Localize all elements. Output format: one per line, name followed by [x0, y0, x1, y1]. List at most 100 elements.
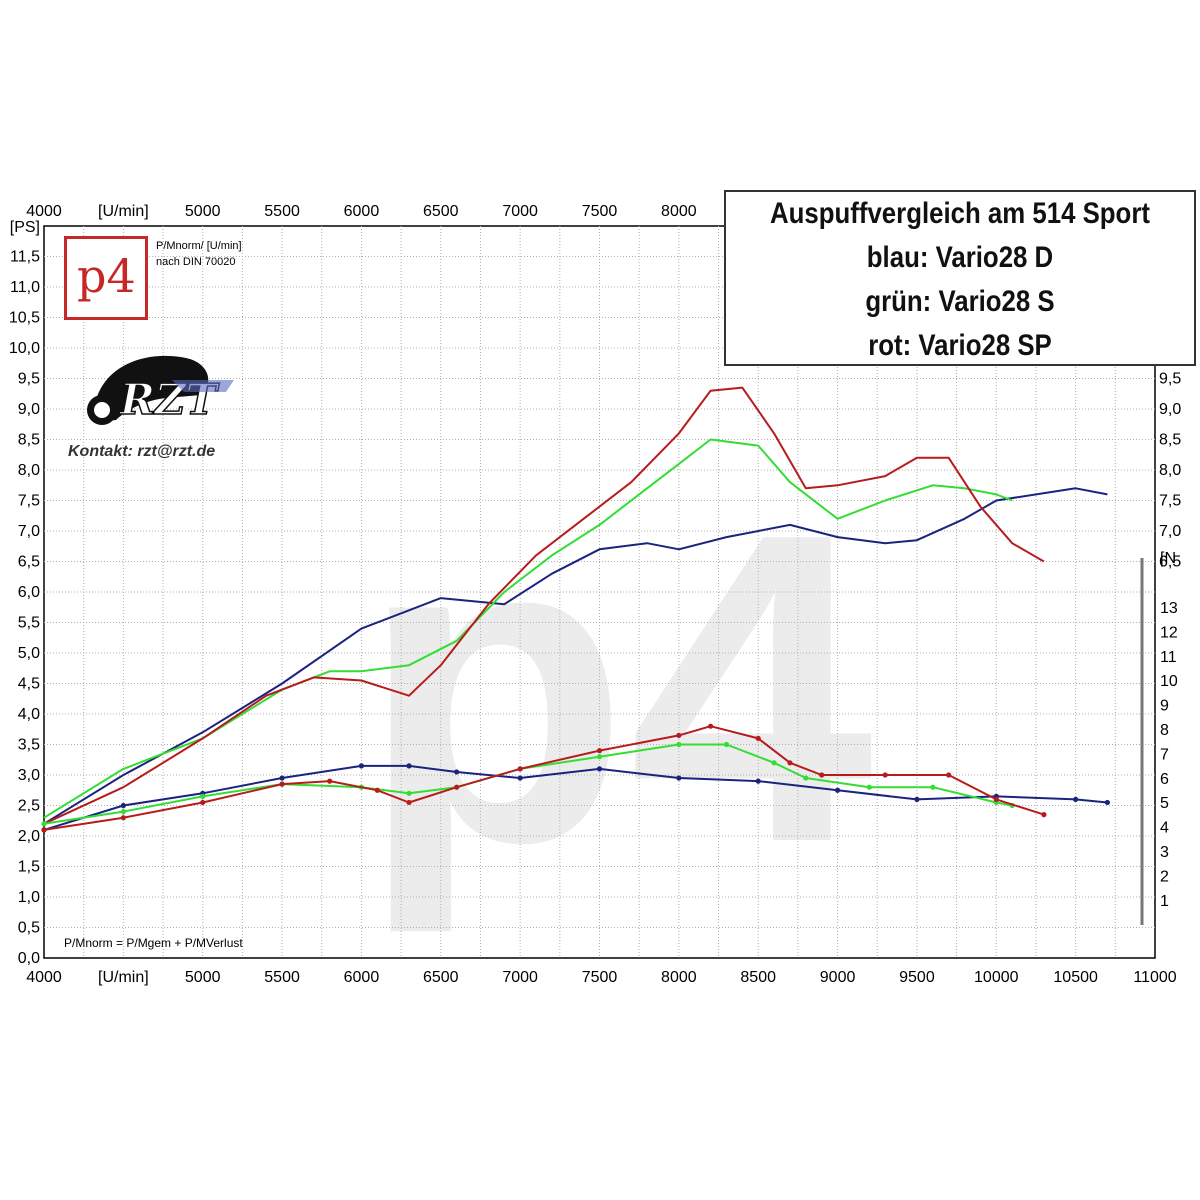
- torque-series-point: [279, 775, 285, 781]
- x-tick-label: 6000: [344, 969, 380, 986]
- right-y-tick-label: 6,5: [1159, 554, 1181, 571]
- torque-series-point: [755, 735, 761, 742]
- title-line-4: rot: Vario28 SP: [868, 329, 1052, 362]
- title-line-2: blau: Vario28 D: [866, 241, 1054, 274]
- norm-line-1: P/Mnorm/ [U/min]: [156, 240, 242, 252]
- y-tick-label: 5,0: [18, 645, 40, 662]
- y-tick-label: 9,0: [18, 401, 40, 418]
- legend-title-box: Auspuffvergleich am 514 Sport blau: Vari…: [724, 190, 1196, 366]
- torque-series-point: [866, 784, 872, 790]
- torque-series-point: [596, 748, 603, 754]
- x-tick-label: 5500: [264, 969, 300, 986]
- title-line-3: grün: Vario28 S: [865, 285, 1055, 318]
- torque-series-point: [41, 821, 47, 827]
- torque-tick-label: 6: [1160, 771, 1169, 788]
- y-tick-label: 6,0: [18, 584, 40, 601]
- torque-series-point: [771, 760, 777, 766]
- torque-series-point: [834, 787, 841, 793]
- torque-series-point: [1104, 799, 1110, 806]
- p4-logo: p4: [64, 236, 148, 320]
- formula-text: P/Mnorm = P/Mgem + P/MVerlust: [64, 936, 243, 950]
- top-x-tick-label: 7500: [582, 203, 618, 220]
- x-tick-label: 7000: [502, 969, 538, 986]
- p4-logo-mark: p4: [77, 249, 136, 303]
- torque-tick-label: 11: [1160, 649, 1177, 666]
- y-tick-label: 3,5: [18, 737, 40, 754]
- torque-series-point: [930, 784, 936, 790]
- right-y-tick-label: 7,5: [1159, 493, 1181, 510]
- x-tick-label: 4000: [26, 969, 62, 986]
- torque-series-point: [406, 799, 412, 806]
- y-tick-label: 10,0: [9, 340, 40, 357]
- y-tick-label: 7,5: [18, 493, 40, 510]
- torque-series-point: [41, 827, 47, 833]
- torque-series-point: [803, 775, 809, 781]
- torque-tick-label: 7: [1160, 746, 1169, 763]
- torque-series-point: [358, 763, 365, 769]
- x-axis-label: [U/min]: [98, 969, 149, 986]
- torque-series-point: [819, 772, 825, 778]
- torque-series-point: [517, 766, 523, 772]
- torque-series-point: [374, 787, 380, 793]
- torque-series-point: [200, 793, 206, 799]
- x-tick-label: 7500: [582, 969, 618, 986]
- x-tick-label: 9500: [899, 969, 935, 986]
- torque-series-point: [882, 772, 888, 778]
- torque-tick-label: 3: [1160, 844, 1169, 861]
- torque-series-point: [517, 775, 523, 781]
- y-tick-label: 3,0: [18, 767, 40, 784]
- torque-series-point: [120, 815, 126, 821]
- top-x-tick-label: 5500: [264, 203, 300, 220]
- y-tick-label: 10,5: [9, 310, 40, 327]
- contact-text: Kontakt: rzt@rzt.de: [68, 443, 216, 460]
- y-tick-label: 1,0: [18, 889, 40, 906]
- x-tick-label: 5000: [185, 969, 221, 986]
- top-x-tick-label: 6500: [423, 203, 459, 220]
- y-tick-label: 2,0: [18, 828, 40, 845]
- torque-series-point: [327, 778, 333, 784]
- torque-series-point: [454, 784, 460, 790]
- top-x-tick-label: 5000: [185, 203, 221, 220]
- y-tick-label: 4,0: [18, 706, 40, 723]
- top-x-tick-label: 7000: [502, 203, 538, 220]
- torque-series-point: [120, 809, 126, 815]
- x-tick-label: 8500: [740, 969, 776, 986]
- torque-series-point: [279, 781, 285, 787]
- top-x-axis-label: [U/min]: [98, 203, 149, 220]
- top-x-tick-label: 6000: [344, 203, 380, 220]
- torque-series-point: [787, 760, 793, 766]
- torque-series-point: [946, 772, 952, 778]
- x-tick-label: 10000: [974, 969, 1019, 986]
- chart-labels: 4000 5000 5500 6000 6500 7000 7500 8000 8500 9000…: [9, 203, 1181, 986]
- svg-text:RZT: RZT: [119, 375, 220, 424]
- torque-series-point: [1073, 796, 1079, 803]
- power-series-line: [43, 386, 1045, 825]
- torque-series-point: [676, 732, 682, 738]
- power-series-line: [43, 487, 1108, 825]
- torque-tick-label: 1: [1160, 893, 1169, 910]
- y-axis-label: [PS]: [10, 219, 40, 236]
- torque-series-line: [43, 764, 1108, 831]
- y-tick-label: 11,5: [10, 249, 40, 266]
- torque-series-point: [120, 802, 126, 809]
- right-y-tick-label: 7,0: [1159, 523, 1181, 540]
- y-tick-label: 1,5: [18, 859, 40, 876]
- y-tick-label: 7,0: [18, 523, 40, 540]
- y-tick-label: 11,0: [10, 279, 40, 296]
- torque-series-point: [676, 741, 682, 748]
- y-tick-label: 0,0: [18, 950, 40, 967]
- torque-tick-label: 10: [1160, 673, 1178, 690]
- torque-series-point: [676, 775, 682, 781]
- x-tick-label: 11000: [1133, 969, 1176, 986]
- right-y-tick-label: 8,5: [1159, 432, 1181, 449]
- torque-tick-label: 4: [1160, 820, 1169, 837]
- rzt-motorcycle-logo: RZT: [87, 355, 234, 425]
- torque-tick-label: 2: [1160, 868, 1169, 885]
- torque-series-point: [723, 741, 730, 748]
- y-tick-label: 9,5: [18, 371, 40, 388]
- torque-series-point: [914, 796, 920, 803]
- x-tick-label: 6500: [423, 969, 459, 986]
- y-tick-label: 4,5: [18, 676, 40, 693]
- torque-tick-label: 5: [1160, 795, 1169, 812]
